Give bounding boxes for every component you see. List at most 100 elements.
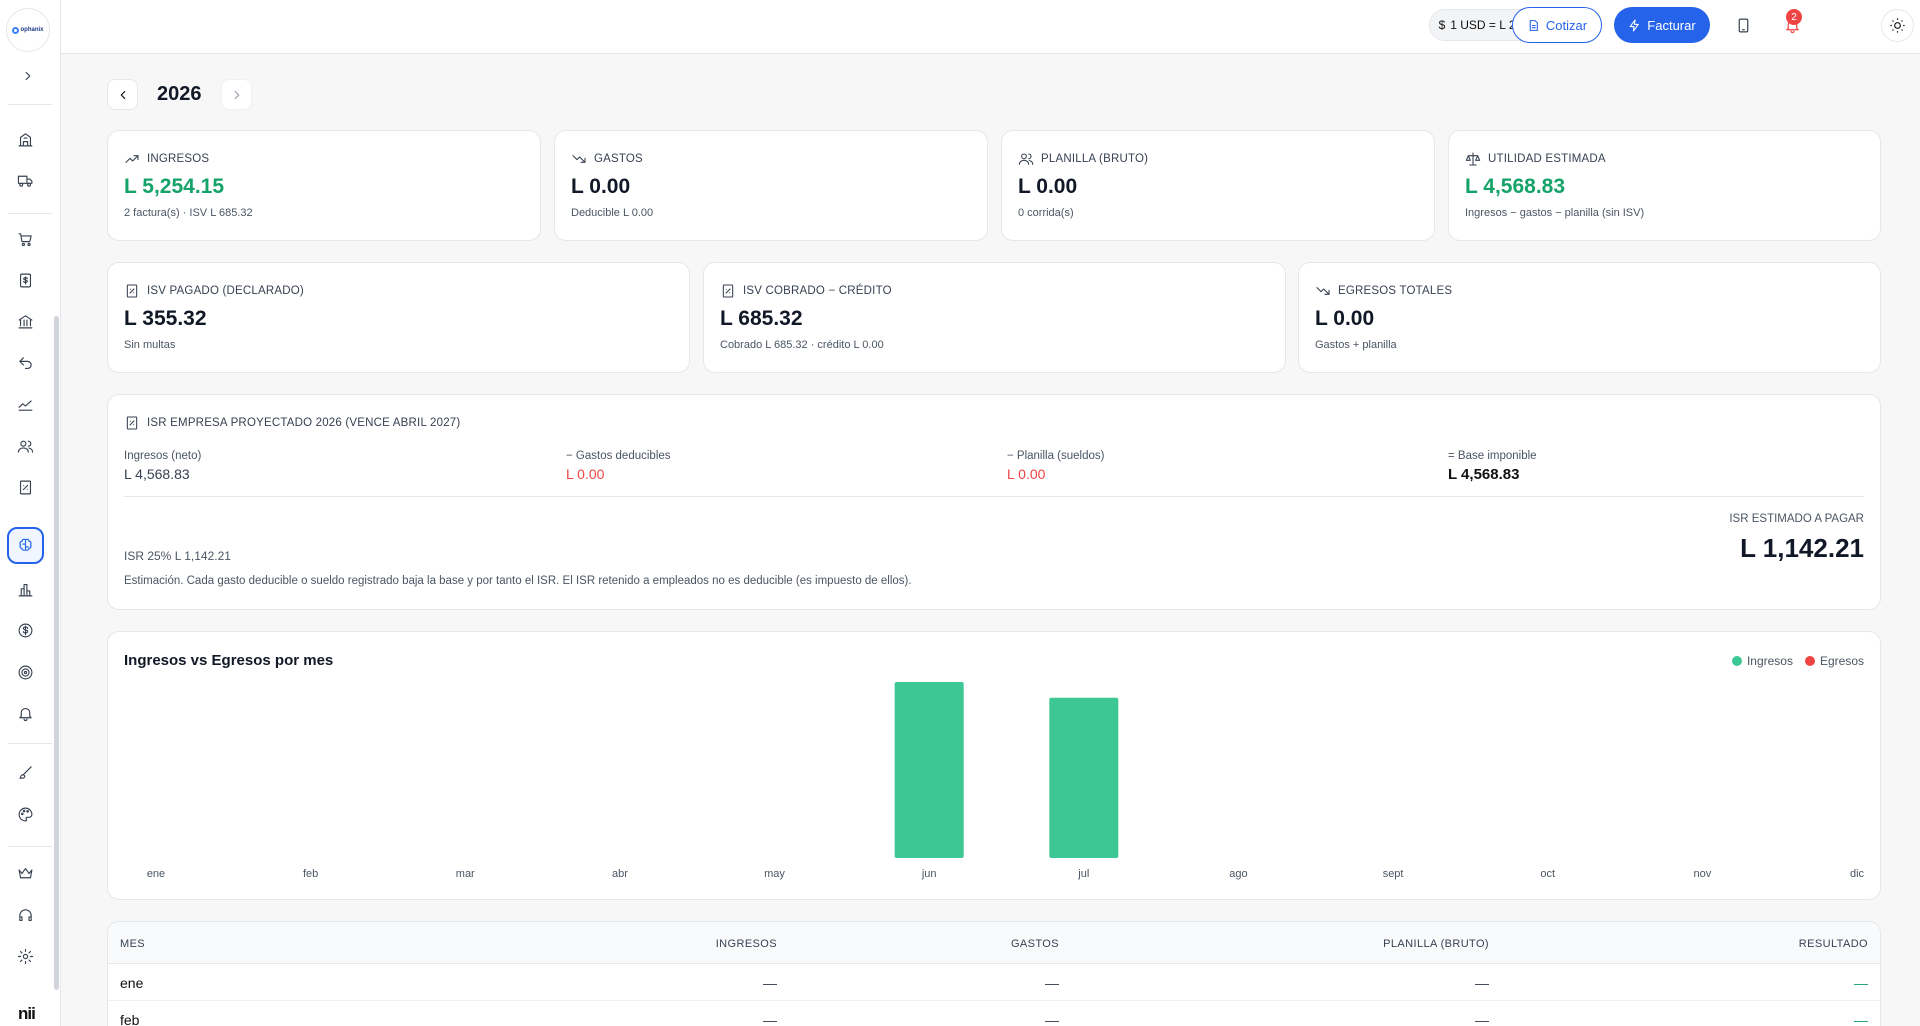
x-tick-label: feb [303,868,318,880]
bar-ingresos-jun[interactable] [894,682,964,858]
legend-dot-egresos [1804,656,1815,666]
sidebar-item-insights[interactable] [7,527,44,564]
kpi-card-ingresos: INGRESOS L 5,254.15 2 factura(s) · ISV L… [107,130,541,241]
sidebar-item-people[interactable] [12,433,38,459]
table-row[interactable]: ene — — — — [108,964,1880,1001]
settings-icon [17,948,33,964]
cell-planilla: — [1475,1012,1489,1026]
sidebar-item-goals[interactable] [12,659,38,685]
divider [124,496,1864,497]
tax-doc-icon [126,416,138,430]
truck-icon [17,175,32,187]
isr-col-ingresos: Ingresos (neto) L 4,568.83 [124,450,201,482]
kpi-subtext: Deducible L 0.00 [571,207,654,219]
isr-header: ISR EMPRESA PROYECTADO 2026 (VENCE ABRIL… [124,415,460,431]
bar-ingresos-jul[interactable] [1049,697,1119,858]
kpi-value: L 4,568.83 [1465,175,1566,198]
isr-col-label: = Base imponible [1448,450,1537,462]
isr-col-value: L 4,568.83 [124,466,190,482]
crown-icon [18,867,32,878]
kpi-value: L 355.32 [124,307,207,330]
topbar: $ 1 USD = L 26.81 ⌄ Cotizar Facturar [61,0,1920,54]
chevron-left-icon [120,90,125,99]
facturar-button[interactable]: Facturar [1614,7,1710,43]
trend-line-icon [18,399,32,411]
sidebar-expand-button[interactable] [16,64,40,88]
year-label: 2026 [157,83,202,105]
app-logo[interactable]: ophanix [6,8,50,52]
chevron-right-icon [234,90,239,99]
sidebar-item-delivery[interactable] [12,167,38,193]
kpi-label: INGRESOS [147,153,210,165]
sidebar-item-settings[interactable] [12,943,38,969]
sidebar-scrollbar[interactable] [54,316,59,990]
scale-icon [1465,152,1481,166]
headset-icon [18,908,32,921]
isr-note: Estimación. Cada gasto deducible o sueld… [124,575,912,587]
x-tick-label: nov [1693,868,1711,880]
isr-col-value: L 4,568.83 [1448,466,1520,483]
kpi-value: L 0.00 [1018,175,1078,198]
kpi-subtext: Sin multas [124,339,176,351]
chart-legend: Ingresos Egresos [1731,654,1864,668]
x-tick-label: ago [1229,868,1247,880]
sidebar-item-premium[interactable] [12,860,38,886]
sidebar-item-support[interactable] [12,902,38,928]
sidebar-item-finance[interactable] [12,617,38,643]
isr-col-value: L 0.00 [1007,466,1046,482]
sidebar-item-banks[interactable] [12,308,38,334]
tax-doc-icon [126,284,138,298]
isr-col-label: Ingresos (neto) [124,450,202,462]
previous-year-button[interactable] [107,79,138,110]
isr-col-value: L 0.00 [566,466,605,482]
isr-rate-text: ISR 25% L 1,142.21 [124,549,231,563]
column-header-ingresos: INGRESOS [715,938,777,950]
sidebar-item-alerts[interactable] [12,700,38,726]
x-tick-label: jul [1077,868,1089,880]
sun-icon [1890,18,1905,33]
kpi-card-isv-pagado: ISV PAGADO (DECLARADO) L 355.32 Sin mult… [107,262,690,373]
income-vs-expense-chart: ene feb mar abr may jun jul ago sept oct nov dic [147,682,1865,880]
sidebar-item-taxes[interactable] [12,474,38,500]
kpi-label: EGRESOS TOTALES [1338,285,1453,297]
kpi-label: ISV PAGADO (DECLARADO) [147,285,304,297]
legend-label: Ingresos [1746,654,1793,668]
sidebar-item-business[interactable] [12,126,38,152]
sidebar-item-trends[interactable] [12,391,38,417]
isr-col-base: = Base imponible L 4,568.83 [1448,450,1537,483]
trend-down-icon [572,155,586,163]
kpi-value: L 5,254.15 [124,175,225,198]
isr-col-gastos: − Gastos deducibles L 0.00 [566,450,671,482]
trend-up-icon [125,155,139,163]
income-vs-expense-chart-card: ene feb mar abr may jun jul ago sept oct nov dic In… [107,631,1881,900]
sidebar-item-customize[interactable] [12,759,38,785]
legend-item-ingresos: Ingresos [1731,654,1793,668]
bell-icon [18,707,32,721]
tablet-button[interactable] [1730,12,1756,38]
cotizar-button[interactable]: Cotizar [1512,7,1602,43]
next-year-button[interactable] [221,79,252,110]
cell-resultado: — [1854,975,1868,991]
cell-mes: feb [120,1012,140,1026]
column-header-mes: MES [120,938,146,950]
sidebar-item-returns[interactable] [12,350,38,376]
sidebar-item-sales[interactable] [12,226,38,252]
cell-resultado: — [1854,1012,1868,1026]
sidebar-item-reports[interactable] [12,576,38,602]
sidebar-item-themes[interactable] [12,801,38,827]
theme-toggle-button[interactable] [1881,9,1914,42]
table-row[interactable]: feb — — — — [108,1001,1880,1026]
x-tick-label: jun [921,868,937,880]
dollar-circle-icon [18,623,32,637]
sidebar-item-invoices[interactable] [12,267,38,293]
table-header: MES INGRESOS GASTOS PLANILLA (BRUTO) RES… [108,922,1880,964]
x-tick-label: dic [1850,868,1865,880]
sidebar-divider [8,743,52,744]
lightning-icon [1629,19,1640,31]
kpi-header: ISV COBRADO − CRÉDITO [720,283,892,299]
legend-dot-ingresos [1731,656,1742,666]
kpi-subtext: 2 factura(s) · ISV L 685.32 [124,207,253,219]
bank-icon [18,314,32,328]
column-header-planilla: PLANILLA (BRUTO) [1383,938,1489,950]
dollar-icon: $ [1438,18,1446,32]
